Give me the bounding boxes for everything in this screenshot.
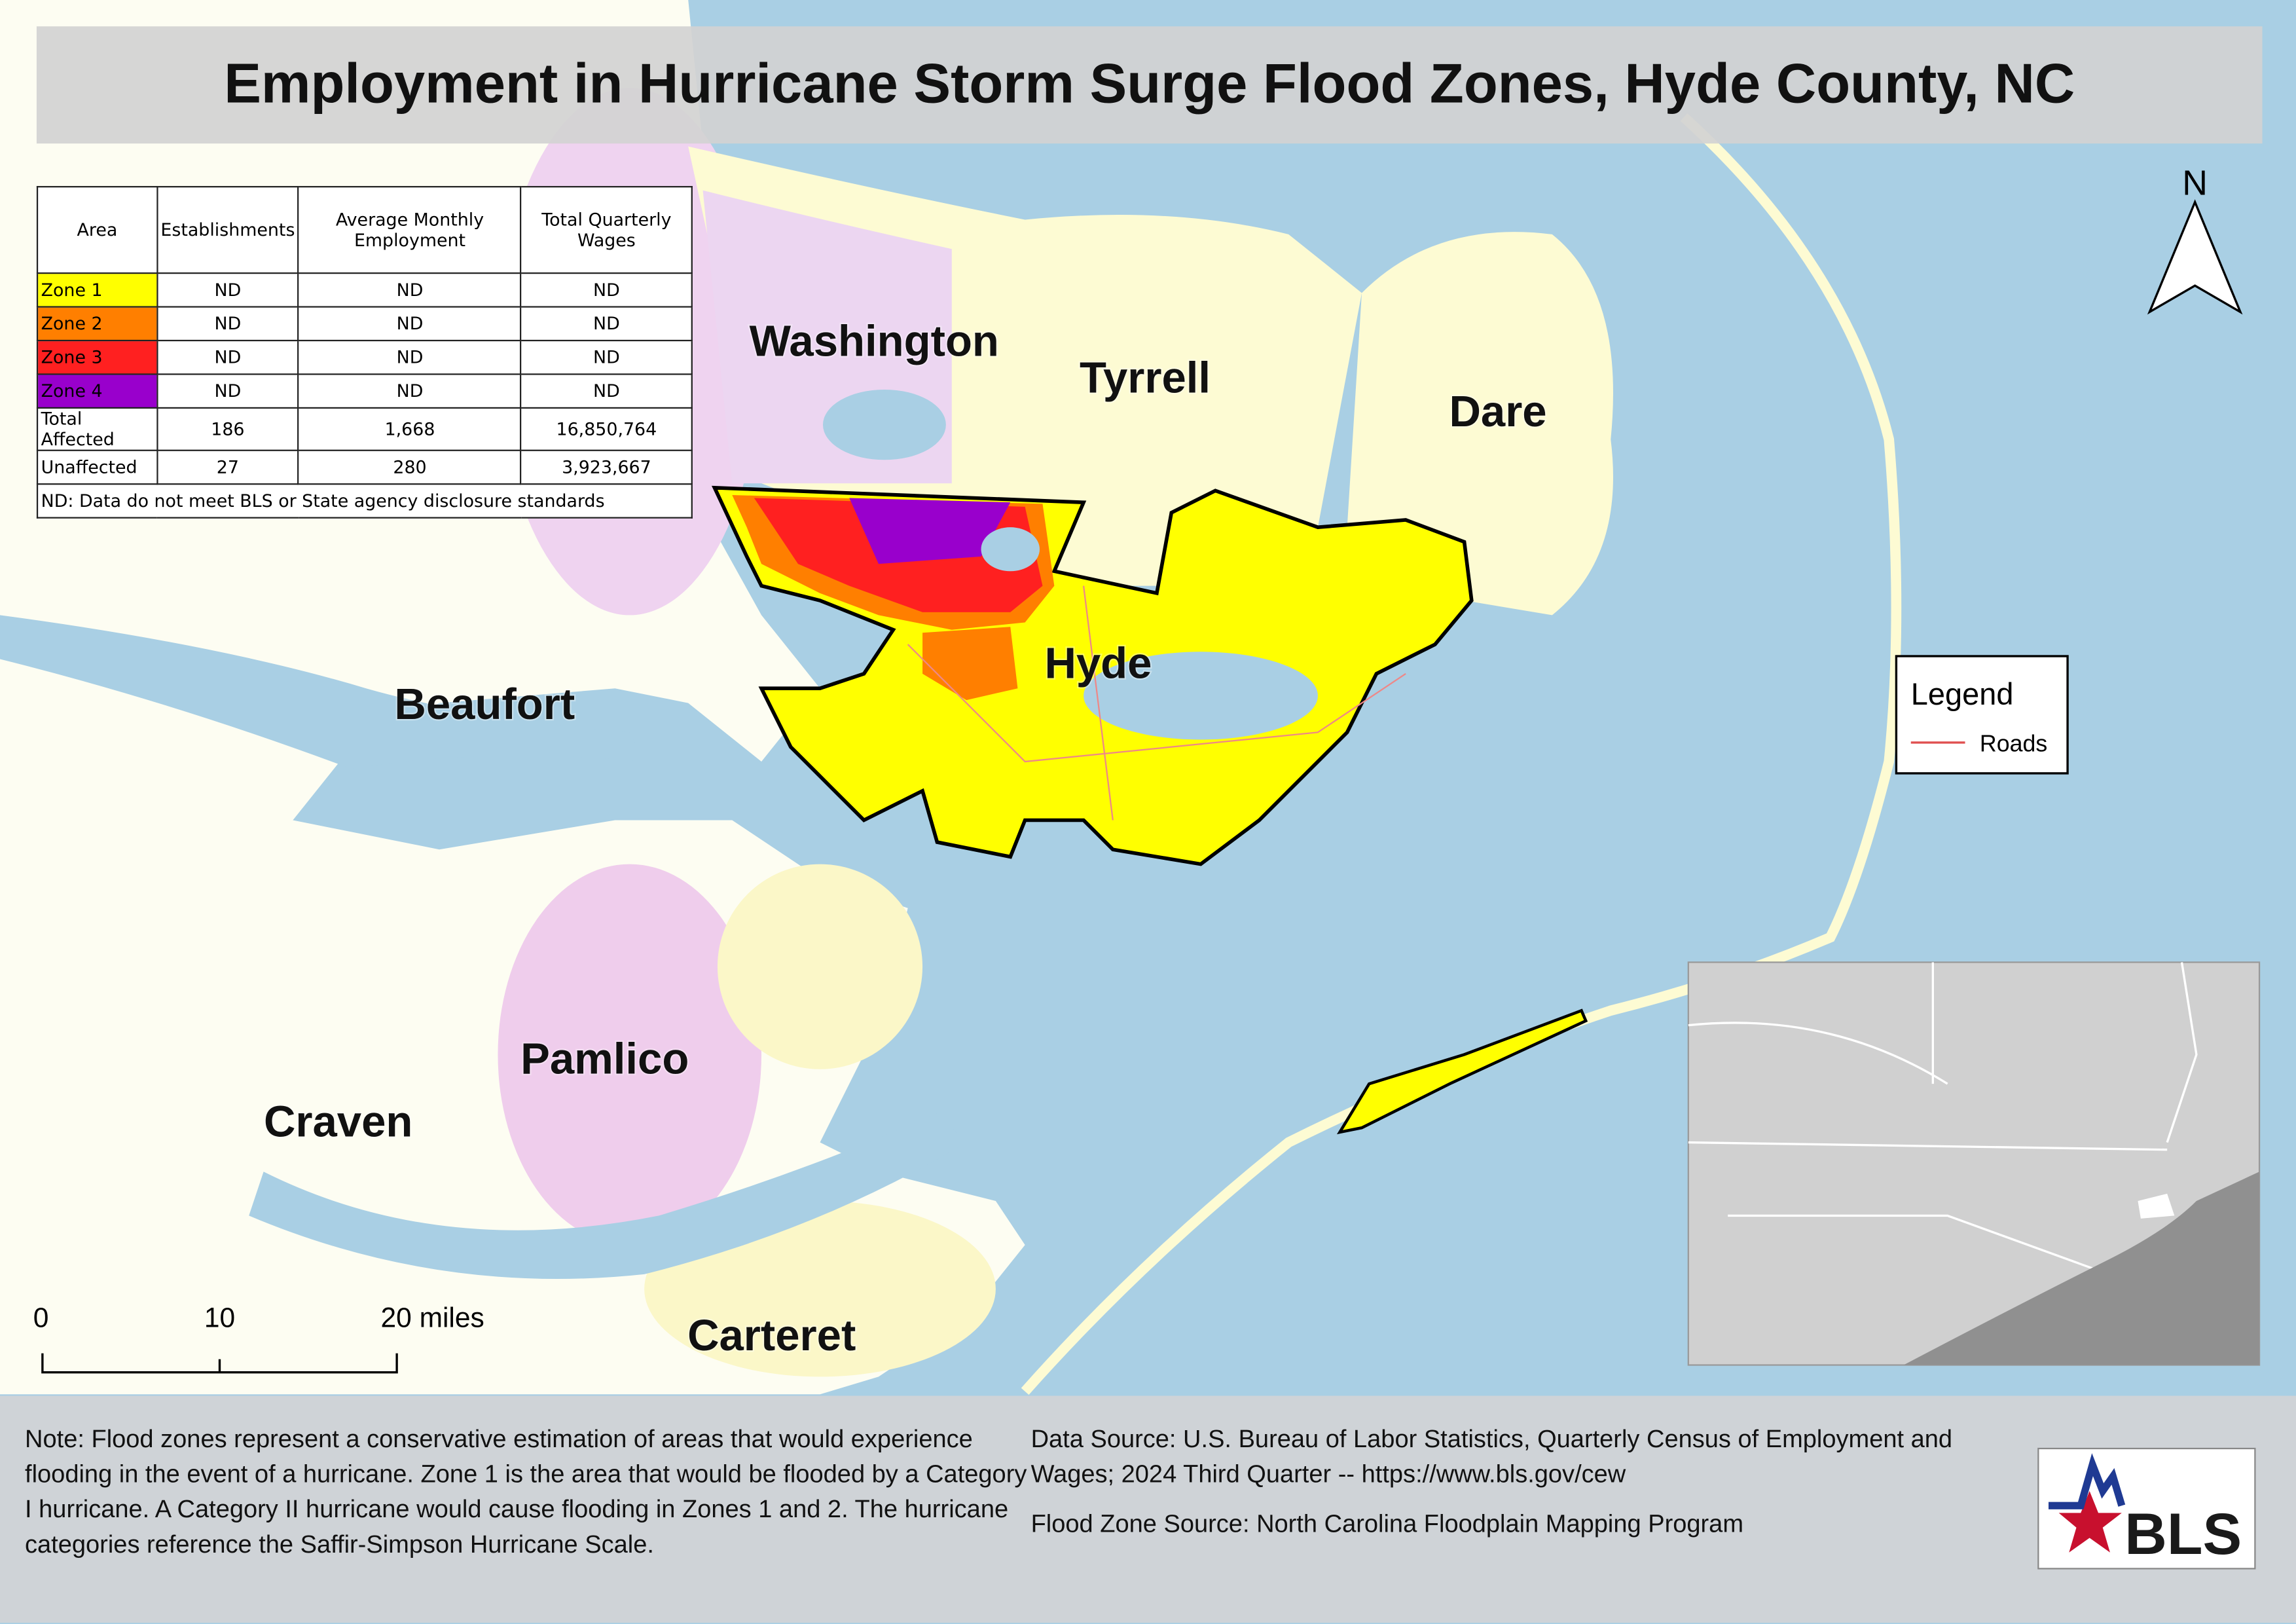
table-row: Zone 1 ND ND ND [36,272,693,308]
north-label: N [2182,163,2208,202]
row-label: Zone 3 [36,339,158,375]
row-label: Zone 4 [36,373,158,409]
north-arrow: N [2147,163,2243,315]
data-table: Area Establishments Average Monthly Employ… [36,186,693,519]
table-cell: ND [156,339,300,375]
table-cell: ND [156,272,300,308]
inset-map [1687,961,2261,1366]
pamlico-river [0,615,645,769]
lake [981,527,1040,572]
table-cell: ND [520,306,693,342]
table-cell: ND [520,272,693,308]
table-cell: 1,668 [297,407,522,451]
row-label: Unaffected [36,449,158,485]
scale-line [41,1353,398,1374]
table-cell: 3,923,667 [520,449,693,485]
table-footnote-row: ND: Data do not meet BLS or State agency… [36,483,693,519]
table-row: Unaffected 27 280 3,923,667 [36,449,693,485]
legend-title: Legend [1911,676,2014,711]
county-label: Pamlico [520,1034,689,1083]
hyde-zone-4 [849,498,1011,564]
title: Employment in Hurricane Storm Surge Floo… [36,26,2263,144]
flood-zone-source: Flood Zone Source: North Carolina Floodp… [1030,1509,1744,1538]
ocracoke [1336,1008,1588,1135]
land-low [717,864,923,1069]
row-label: Total Affected [36,407,158,451]
header-cell: Establishments [156,186,300,274]
logo-line [2049,1453,2126,1509]
table-cell: 27 [156,449,300,485]
table-cell: 280 [297,449,522,485]
bls-logo: BLS [2037,1447,2256,1570]
header-cell: Average Monthly Employment [297,186,522,274]
legend-item: Roads [1980,730,2047,756]
table-cell: ND [520,373,693,409]
header-cell: Total Quarterly Wages [520,186,693,274]
county-label: Washington [750,316,999,365]
note: Note: Flood zones represent a conservati… [25,1425,1027,1559]
north-arrow-shape [2147,199,2243,315]
legend: Legend Roads [1895,655,2069,775]
county-label: Craven [264,1098,412,1147]
table-cell: ND [297,272,522,308]
hyde-locator [2138,1193,2175,1219]
neuse-river [249,1113,967,1280]
lake [822,389,946,460]
state-line [1688,962,2198,1276]
header-cell: Area [36,186,158,274]
logo-text: BLS [2124,1501,2242,1566]
scale-label: 10 [204,1302,235,1333]
data-source: Data Source: U.S. Bureau of Labor Statis… [1030,1425,1953,1488]
table-row: Total Affected 186 1,668 16,850,764 [36,407,693,451]
surge-area [498,864,762,1246]
table-cell: 186 [156,407,300,451]
ocean [1903,1172,2260,1365]
scale-bar: 0 10 20 miles [33,1302,484,1374]
table-header-row: Area Establishments Average Monthly Employ… [36,186,693,274]
table-cell: ND [156,306,300,342]
county-label: Beaufort [394,680,575,729]
table-row: Zone 3 ND ND ND [36,339,693,375]
dare [1347,232,1613,616]
county-label: Carteret [687,1311,856,1360]
scale-label: 0 [33,1302,49,1333]
footer: Note: Flood zones represent a conservati… [0,1395,2296,1623]
hyde-zone-2 [922,627,1018,701]
county-label: Hyde [1044,639,1152,688]
scale-label: 20 miles [381,1302,484,1333]
table-cell: ND [156,373,300,409]
road [907,585,1406,821]
logo-star [2058,1490,2122,1553]
table-cell: ND [297,339,522,375]
table-cell: ND [520,339,693,375]
row-label: Zone 2 [36,306,158,342]
row-label: Zone 1 [36,272,158,308]
table-row: Zone 4 ND ND ND [36,373,693,409]
table-cell: 16,850,764 [520,407,693,451]
county-label: Tyrrell [1080,353,1211,402]
outer-banks [1021,113,1902,1395]
lake-mattamuskeet [1084,652,1318,740]
table-footnote: ND: Data do not meet BLS or State agency… [36,483,693,519]
table-cell: ND [297,306,522,342]
table-cell: ND [297,373,522,409]
legend-box [1895,655,2069,775]
county-label: Dare [1449,387,1546,436]
table-row: Zone 2 ND ND ND [36,306,693,342]
